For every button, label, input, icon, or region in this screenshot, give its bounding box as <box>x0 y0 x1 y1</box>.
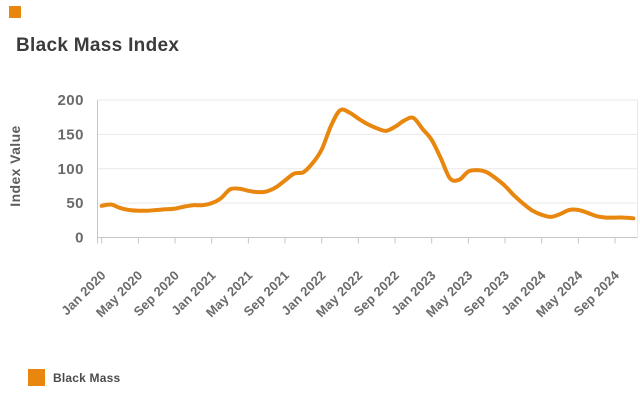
y-tick-label: 200 <box>57 92 84 109</box>
y-axis-title: Index Value <box>7 125 23 206</box>
chart-title: Black Mass Index <box>16 35 180 56</box>
legend-swatch-icon <box>28 369 45 386</box>
legend: Black Mass <box>28 369 120 386</box>
y-tick-label: 150 <box>57 126 84 143</box>
y-tick-label: 50 <box>66 195 84 212</box>
data-line-black-mass <box>99 107 636 221</box>
legend-label: Black Mass <box>53 370 121 385</box>
brand-mark-icon <box>9 6 21 18</box>
y-tick-label: 0 <box>75 230 84 247</box>
y-tick-label: 100 <box>57 161 84 178</box>
